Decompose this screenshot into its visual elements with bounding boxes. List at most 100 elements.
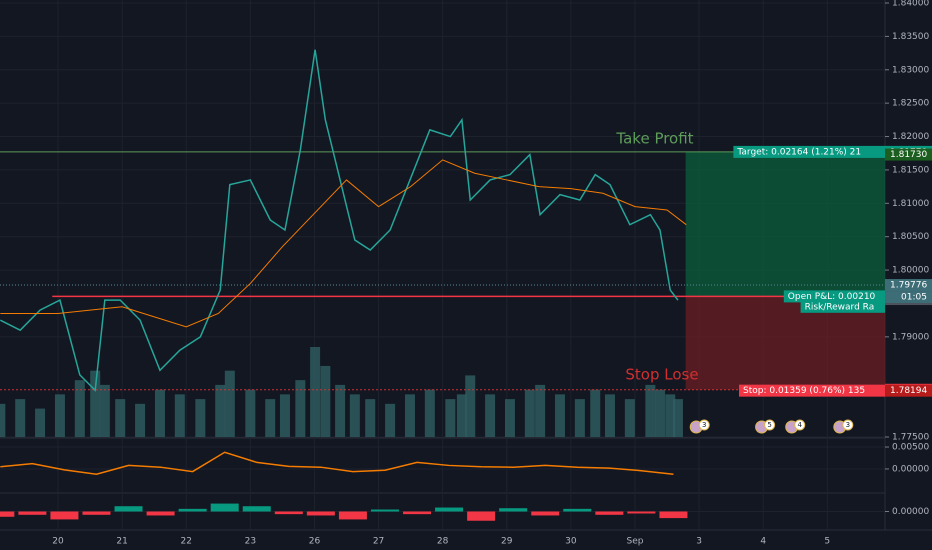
histogram-bar <box>146 511 175 516</box>
info-box <box>800 300 885 313</box>
volume-bar <box>245 389 256 437</box>
info-box <box>783 290 885 303</box>
volume-bar <box>349 394 360 437</box>
event-count: 3 <box>702 421 706 429</box>
event-icon <box>764 419 776 431</box>
y-tick-label: 1.83000 <box>892 65 929 75</box>
volume-bar <box>574 399 585 437</box>
x-tick-label: 28 <box>437 537 449 547</box>
volume-bar <box>90 370 101 437</box>
volume-bar <box>195 399 206 437</box>
y-tick-label: 1.84000 <box>892 0 929 9</box>
histogram-bar <box>50 511 79 520</box>
y-tick-label: 1.80500 <box>892 232 929 242</box>
event-count: 3 <box>846 421 850 429</box>
x-tick-label: 5 <box>824 537 830 547</box>
histogram-bar <box>178 508 207 512</box>
volume-bar <box>15 399 26 437</box>
volume-bar <box>295 380 306 437</box>
histogram-bar <box>0 511 15 517</box>
volume-bar <box>365 399 376 437</box>
info-box-label: Open P&L: 0.00210 <box>788 292 876 302</box>
histogram-bar <box>531 511 560 516</box>
event-icon <box>794 419 806 431</box>
volume-bar <box>224 370 235 437</box>
volume-bar <box>554 394 565 437</box>
volume-bar <box>215 384 226 437</box>
y-tick-label: 1.77500 <box>892 433 929 443</box>
info-box <box>733 145 885 158</box>
histogram-bar <box>18 511 47 515</box>
histogram-bar <box>82 511 111 515</box>
volume-bar <box>154 389 165 437</box>
y-tick-label: 1.80000 <box>892 266 929 276</box>
price-label-bg <box>885 148 932 161</box>
histogram-bar <box>210 503 239 512</box>
x-tick-label: 4 <box>760 537 766 547</box>
countdown: 01:05 <box>901 293 927 303</box>
x-tick-label: 23 <box>245 537 256 547</box>
volume-bar <box>465 375 476 437</box>
price-line <box>0 49 679 392</box>
volume-bar <box>74 380 85 437</box>
volume-bar <box>524 389 535 437</box>
x-tick-label: 29 <box>501 537 513 547</box>
take-profit-label: Take Profit <box>615 129 693 147</box>
histogram-bar <box>595 511 624 515</box>
histogram-bar <box>370 509 399 512</box>
x-tick-label: 30 <box>565 537 577 547</box>
x-tick-label: 3 <box>696 537 702 547</box>
volume-bar <box>265 399 276 437</box>
volume-bar <box>604 394 615 437</box>
histogram-bar <box>563 508 592 512</box>
volume-bar <box>485 394 496 437</box>
y-tick-label: 1.81500 <box>892 165 929 175</box>
x-tick-label: 20 <box>52 537 64 547</box>
volume-bar <box>645 384 656 437</box>
moving-average <box>0 159 687 328</box>
y-tick-label: 0.00000 <box>892 464 929 474</box>
histogram-bar <box>338 511 367 520</box>
y-tick-label: 1.83500 <box>892 32 929 42</box>
volume-bar <box>279 394 290 437</box>
stop-loss-label: Stop Lose <box>625 365 698 383</box>
volume-bar <box>624 399 635 437</box>
x-tick-label: 27 <box>373 537 384 547</box>
histogram-bar <box>274 511 303 515</box>
y-tick-label: 1.81000 <box>892 199 929 209</box>
profit-zone <box>685 151 885 297</box>
price-label-bg <box>885 279 932 292</box>
histogram-bar <box>435 507 464 512</box>
event-count: 4 <box>798 421 803 429</box>
volume-bar <box>99 384 110 437</box>
volume-bar <box>310 347 321 437</box>
volume-bar <box>424 389 435 437</box>
info-box-label: Stop: 0.01359 (0.76%) 135 <box>743 386 865 396</box>
volume-bar <box>335 384 346 437</box>
price-label: 1.78194 <box>890 386 927 396</box>
event-icon <box>842 419 854 431</box>
info-box-label: Target: 0.02164 (1.21%) 21 <box>736 147 861 157</box>
info-box <box>739 384 885 397</box>
info-box-label: Risk/Reward Ra <box>805 302 875 312</box>
price-label: 1.81730 <box>890 150 927 160</box>
histogram-bar <box>306 511 335 516</box>
x-tick-label: 21 <box>116 537 127 547</box>
histogram-bar <box>627 511 656 514</box>
volume-bar <box>404 394 415 437</box>
histogram-bar <box>499 508 528 512</box>
volume-bar <box>385 403 396 437</box>
x-tick-label: Sep <box>626 537 643 547</box>
price-label: 1.79776 <box>890 281 927 291</box>
countdown-bg <box>885 291 932 304</box>
volume-bar <box>504 399 515 437</box>
volume-bar <box>54 394 65 437</box>
volume-bar <box>320 365 331 437</box>
volume-bar <box>535 384 546 437</box>
y-tick-label: 0.00000 <box>892 507 929 517</box>
price-label-bg <box>885 384 932 397</box>
volume-bar <box>456 394 467 437</box>
volume-bar <box>135 403 146 437</box>
volume-bar <box>174 394 185 437</box>
